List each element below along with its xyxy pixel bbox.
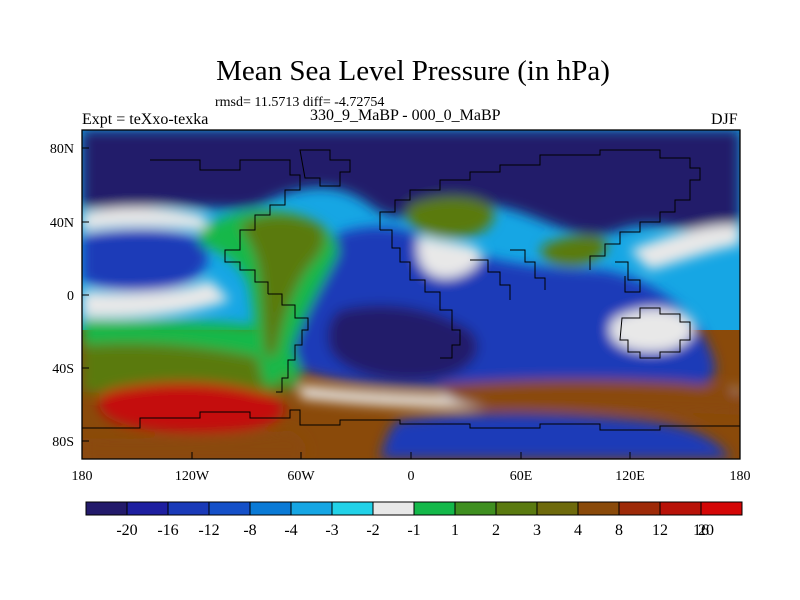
experiment-label: Expt = teXxo-texka	[82, 111, 209, 128]
x-tick-label: 0	[408, 469, 415, 484]
coastline-australia	[619, 307, 691, 359]
colorbar-label: 12	[652, 522, 668, 539]
colorbar-label: 3	[533, 522, 541, 539]
colorbar-box	[577, 501, 620, 516]
colorbar-box	[454, 501, 497, 516]
colorbar-box	[618, 501, 661, 516]
colorbar-label: 8	[615, 522, 623, 539]
y-tick-label: 80S	[52, 435, 74, 450]
colorbar-label: 4	[574, 522, 582, 539]
coastline-africa-east	[470, 259, 511, 300]
field-asian-high	[541, 235, 608, 267]
colorbar-box	[331, 501, 374, 516]
field-south-brown-east	[440, 379, 740, 415]
field-americas-ridge-olive	[240, 214, 326, 358]
field-pacific-low-lobe	[82, 229, 208, 292]
field-north-deep-low	[82, 130, 740, 235]
colorbar-label: 1	[451, 522, 459, 539]
colorbar-label: -16	[157, 522, 178, 539]
field-eurasian-high	[406, 196, 494, 238]
pressure-field	[82, 130, 740, 459]
difference-label: 330_9_MaBP - 000_0_MaBP	[310, 107, 501, 124]
x-tick-label: 120E	[615, 469, 645, 484]
coastline-north-america	[150, 159, 301, 294]
colorbar-box	[536, 501, 579, 516]
y-tick-label: 80N	[50, 142, 74, 157]
colorbar-label: -2	[366, 522, 379, 539]
x-tick-label: 120W	[175, 469, 210, 484]
colorbar-box	[290, 501, 333, 516]
colorbar-box	[208, 501, 251, 516]
field-neutral-band-north	[82, 207, 210, 232]
colorbar-label: 2	[492, 522, 500, 539]
field-southern-low-band	[380, 413, 730, 459]
field-south-red-core	[98, 382, 285, 434]
y-tick-label: 0	[67, 289, 74, 304]
season-label: DJF	[711, 111, 738, 128]
field-neutral-africa	[417, 235, 481, 279]
colorbar-box	[372, 501, 415, 516]
field-bottom-brown	[82, 430, 307, 459]
colorbar-label: -8	[243, 522, 256, 539]
plot-title: Mean Sea Level Pressure (in hPa)	[216, 55, 610, 87]
axis-ticks	[81, 147, 741, 459]
field-neutral-australia	[609, 308, 694, 352]
colorbar-box	[659, 501, 702, 516]
colorbar-box	[85, 501, 128, 516]
colorbar-label: 16	[693, 522, 709, 539]
coastline-asia-islands	[615, 261, 641, 293]
colorbar-label: -3	[325, 522, 338, 539]
colorbar-label: -1	[407, 522, 420, 539]
x-tick-label: 60W	[287, 469, 315, 484]
field-neutral-band-east	[630, 224, 740, 270]
colorbar-box	[413, 501, 456, 516]
y-tick-label: 40S	[52, 362, 74, 377]
colorbar-box	[126, 501, 169, 516]
colorbar-label: -4	[284, 522, 297, 539]
field-south-olive-band	[82, 343, 290, 396]
x-tick-label: 180	[72, 469, 93, 484]
coastline-antarctica	[82, 409, 740, 431]
colorbar-box	[167, 501, 210, 516]
x-tick-label: 60E	[510, 469, 533, 484]
colorbar-box	[700, 501, 743, 516]
coastline-south-america	[268, 293, 309, 393]
y-tick-label: 40N	[50, 216, 74, 231]
coastline-india	[510, 249, 546, 290]
coastlines	[82, 149, 740, 431]
colorbar-label: 20	[698, 522, 714, 539]
field-indian-ocean-core	[327, 305, 478, 381]
colorbar-label: -12	[198, 522, 219, 539]
rmsd-diff-stats: rmsd= 11.5713 diff= -4.72754	[215, 95, 385, 110]
colorbar-box	[495, 501, 538, 516]
colorbar-box	[249, 501, 292, 516]
x-tick-label: 180	[730, 469, 751, 484]
coastline-greenland	[299, 149, 351, 187]
coastline-europe-africa	[380, 229, 461, 359]
colorbar-label: -20	[116, 522, 137, 539]
coastline-eurasia	[379, 149, 701, 270]
field-neutral-band-pacific	[82, 280, 230, 319]
